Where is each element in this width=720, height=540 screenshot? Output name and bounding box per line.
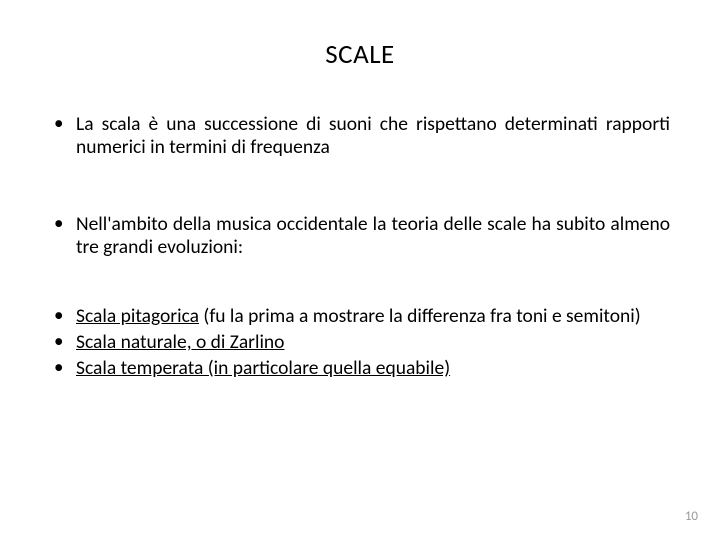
- bullet-underlined: Scala naturale, o di Zarlino: [76, 330, 284, 354]
- bullet-item: Scala pitagorica (fu la prima a mostrare…: [50, 305, 670, 328]
- bullet-underlined: Scala temperata (in particolare quella e…: [76, 356, 450, 380]
- bullet-item: La scala è una successione di suoni che …: [50, 113, 670, 159]
- bullet-list: La scala è una successione di suoni che …: [50, 113, 670, 380]
- bullet-item: Scala naturale, o di Zarlino: [50, 331, 670, 354]
- bullet-item: Scala temperata (in particolare quella e…: [50, 357, 670, 380]
- slide: SCALE La scala è una successione di suon…: [0, 0, 720, 540]
- page-number: 10: [685, 509, 698, 524]
- bullet-item: Nell'ambito della musica occidentale la …: [50, 213, 670, 259]
- bullet-rest: (fu la prima a mostrare la differenza fr…: [199, 304, 641, 328]
- slide-title: SCALE: [50, 38, 670, 71]
- bullet-underlined: Scala pitagorica: [76, 304, 199, 328]
